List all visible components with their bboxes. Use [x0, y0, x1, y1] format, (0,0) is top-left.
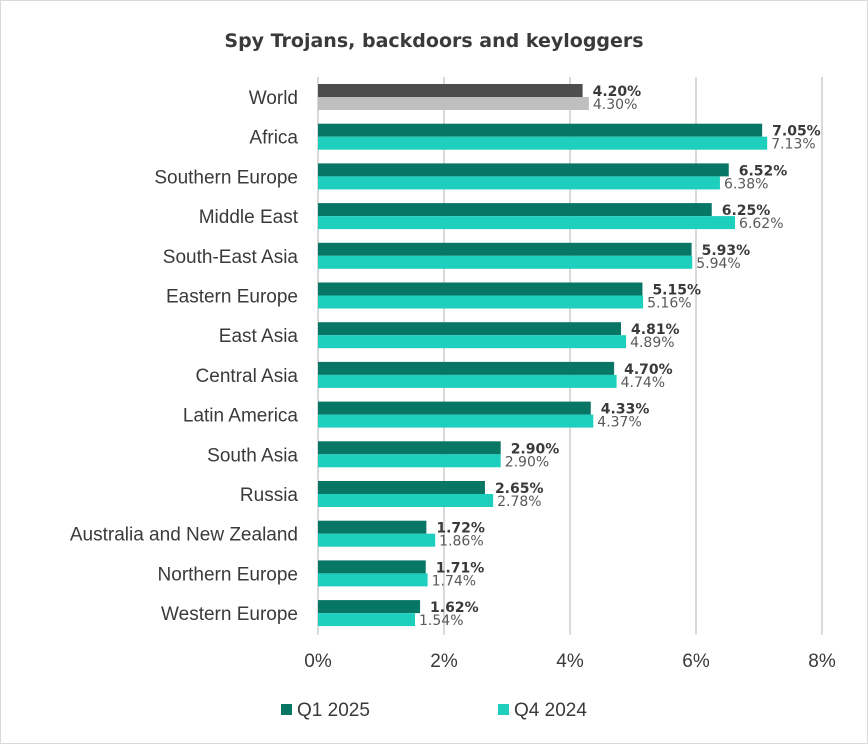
- data-label: 1.54%: [419, 613, 463, 629]
- x-tick-label: 6%: [682, 651, 710, 672]
- bar: [318, 441, 501, 455]
- bar: [318, 560, 426, 574]
- category-label: Northern Europe: [158, 564, 298, 585]
- bar: [318, 335, 627, 349]
- x-tick-label: 8%: [808, 651, 836, 672]
- bar: [318, 163, 729, 177]
- bar: [318, 176, 720, 190]
- category-label: Africa: [249, 128, 298, 149]
- bar: [318, 613, 416, 627]
- legend: Q1 2025 Q4 2024: [281, 700, 587, 721]
- bar: [318, 242, 692, 256]
- category-label: South-East Asia: [163, 247, 299, 268]
- data-label: 4.81%: [631, 322, 680, 338]
- bar: [318, 520, 427, 534]
- bar: [318, 123, 763, 137]
- bar: [318, 322, 622, 336]
- bar: [318, 374, 617, 388]
- data-label: 1.86%: [439, 534, 483, 550]
- data-label: 1.62%: [430, 600, 479, 616]
- x-tick-labels: 0% 2% 4% 6% 8%: [304, 651, 836, 672]
- category-label: Latin America: [183, 406, 299, 427]
- category-label: Western Europe: [161, 604, 298, 625]
- bar: [318, 216, 736, 230]
- category-label: Russia: [240, 485, 299, 506]
- legend-label: Q4 2024: [514, 700, 587, 721]
- data-label: 6.62%: [739, 216, 783, 232]
- data-label: 4.33%: [601, 402, 650, 418]
- category-label: South Asia: [207, 445, 298, 466]
- x-tick-label: 0%: [304, 651, 332, 672]
- bar: [318, 282, 643, 296]
- data-label: 7.05%: [772, 124, 821, 140]
- bar: [318, 295, 644, 309]
- category-label: Central Asia: [196, 366, 299, 387]
- bar: [318, 600, 421, 614]
- category-label: Australia and New Zealand: [70, 525, 298, 546]
- data-label: 4.20%: [593, 84, 642, 100]
- data-label: 5.93%: [702, 243, 751, 259]
- data-label: 6.38%: [724, 176, 768, 192]
- data-label: 1.72%: [436, 521, 485, 537]
- category-label: Eastern Europe: [166, 287, 298, 308]
- legend-swatch: [498, 704, 509, 715]
- data-label: 2.90%: [505, 454, 549, 470]
- legend-label: Q1 2025: [297, 700, 370, 721]
- data-label: 2.90%: [511, 441, 560, 457]
- category-label: Middle East: [199, 207, 299, 228]
- data-label: 6.25%: [722, 203, 771, 219]
- bar: [318, 401, 591, 415]
- bar: [318, 573, 428, 587]
- bar: [318, 494, 494, 507]
- bar: [318, 136, 768, 150]
- data-label: 4.74%: [621, 375, 665, 391]
- chart-title: Spy Trojans, backdoors and keyloggers: [224, 30, 643, 52]
- data-label: 1.71%: [436, 560, 485, 576]
- category-label: East Asia: [219, 326, 299, 347]
- data-label: 2.78%: [497, 494, 541, 510]
- bars: 4.20%4.30% 7.05%7.13% 6.52%6.38% 6.25%6.62%…: [318, 84, 821, 629]
- gridlines: [317, 77, 823, 635]
- data-label: 1.74%: [432, 573, 476, 589]
- data-label: 5.16%: [647, 296, 691, 312]
- data-label: 4.37%: [597, 415, 641, 431]
- data-label: 6.52%: [739, 163, 788, 179]
- bar: [318, 454, 501, 468]
- bar: [318, 97, 589, 110]
- bar: [318, 533, 436, 547]
- bar: [318, 255, 693, 269]
- x-tick-label: 4%: [556, 651, 584, 672]
- data-label: 4.70%: [624, 362, 673, 378]
- category-label: World: [249, 88, 298, 109]
- x-tick-label: 2%: [430, 651, 458, 672]
- category-label: Southern Europe: [154, 167, 298, 188]
- category-labels: World Africa Southern Europe Middle East Sou…: [70, 88, 299, 625]
- data-label: 4.89%: [630, 335, 674, 351]
- bar: [318, 84, 583, 97]
- data-label: 7.13%: [771, 137, 815, 153]
- bar: [318, 414, 594, 428]
- bar: [318, 481, 485, 494]
- data-label: 5.15%: [652, 283, 701, 299]
- bar: [318, 361, 615, 375]
- data-label: 4.30%: [593, 97, 637, 113]
- data-label: 2.65%: [495, 481, 544, 497]
- bar: [318, 203, 712, 217]
- legend-swatch: [281, 704, 292, 715]
- data-label: 5.94%: [696, 256, 740, 272]
